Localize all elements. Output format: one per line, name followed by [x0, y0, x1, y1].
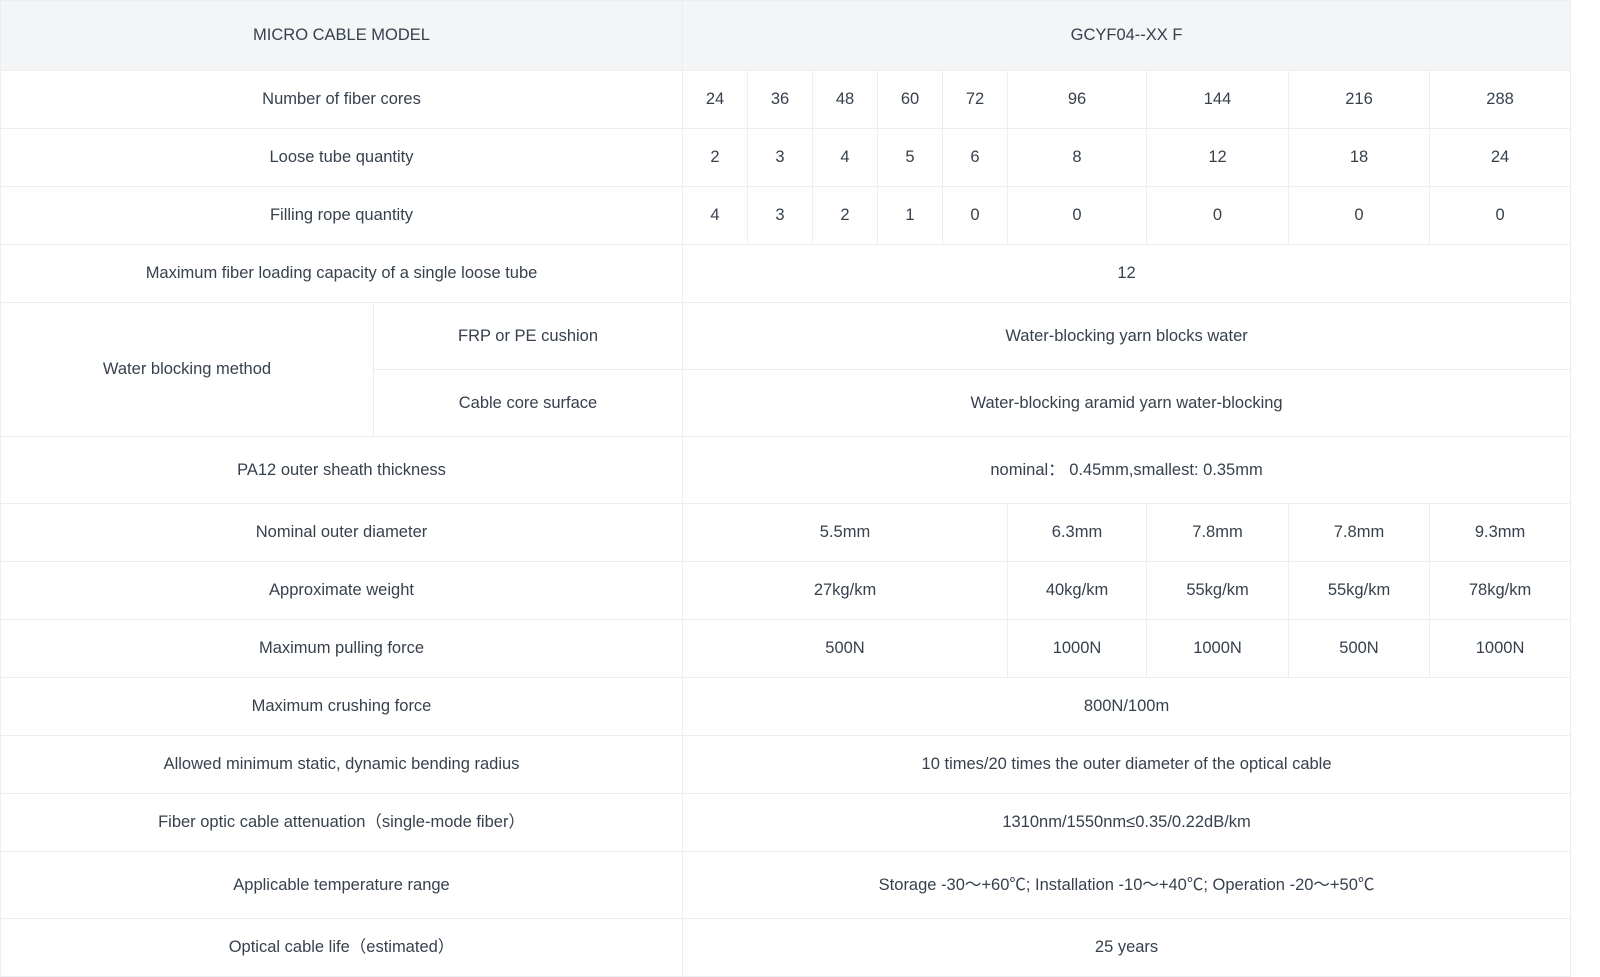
value-cell: nominal： 0.45mm,smallest: 0.35mm: [682, 436, 1572, 504]
value-cell: 500N: [1288, 619, 1431, 678]
value-cell: 6.3mm: [1007, 503, 1148, 562]
value-cell: 500N: [682, 619, 1009, 678]
value-cell: 1000N: [1429, 619, 1572, 678]
value-cell: 216: [1288, 70, 1431, 129]
water-blocking-method-label: Water blocking method: [0, 302, 374, 437]
row-label: Maximum fiber loading capacity of a sing…: [0, 244, 684, 303]
value-cell: 4: [682, 186, 749, 245]
value-cell: 24: [1429, 128, 1572, 187]
value-cell: 2: [682, 128, 749, 187]
row-max-crushing-force: Maximum crushing force 800N/100m: [0, 677, 1572, 736]
row-label: Number of fiber cores: [0, 70, 684, 129]
value-cell: 1: [877, 186, 944, 245]
row-max-fiber-loading-capacity: Maximum fiber loading capacity of a sing…: [0, 244, 1572, 303]
water-blocking-sub-label: FRP or PE cushion: [372, 302, 684, 370]
value-cell: 0: [1429, 186, 1572, 245]
value-cell: 4: [812, 128, 879, 187]
value-cell: 72: [942, 70, 1009, 129]
row-label: Optical cable life（estimated）: [0, 918, 684, 977]
value-cell: 18: [1288, 128, 1431, 187]
value-cell: 0: [942, 186, 1009, 245]
value-cell: 12: [1146, 128, 1290, 187]
table-header-row: MICRO CABLE MODEL GCYF04--XX F: [0, 0, 1572, 71]
row-filling-rope-quantity: Filling rope quantity 4 3 2 1 0 0 0 0 0: [0, 186, 1572, 245]
value-cell: 24: [682, 70, 749, 129]
value-cell: 5: [877, 128, 944, 187]
row-water-blocking-core-surface: Cable core surface Water-blocking aramid…: [1, 369, 1572, 437]
row-fiber-cores: Number of fiber cores 24 36 48 60 72 96 …: [0, 70, 1572, 129]
value-cell: 0: [1007, 186, 1148, 245]
row-label: PA12 outer sheath thickness: [0, 436, 684, 504]
value-cell: Water-blocking aramid yarn water-blockin…: [682, 369, 1572, 437]
value-cell: 25 years: [682, 918, 1572, 977]
value-cell: 10 times/20 times the outer diameter of …: [682, 735, 1572, 794]
value-cell: 9.3mm: [1429, 503, 1572, 562]
value-cell: 5.5mm: [682, 503, 1009, 562]
value-cell: 0: [1146, 186, 1290, 245]
value-cell: 40kg/km: [1007, 561, 1148, 620]
row-label: Filling rope quantity: [0, 186, 684, 245]
value-cell: 0: [1288, 186, 1431, 245]
row-approximate-weight: Approximate weight 27kg/km 40kg/km 55kg/…: [0, 561, 1572, 620]
value-cell: 1000N: [1146, 619, 1290, 678]
header-model-cell: GCYF04--XX F: [682, 0, 1572, 71]
value-cell: 7.8mm: [1146, 503, 1290, 562]
row-sheath-thickness: PA12 outer sheath thickness nominal： 0.4…: [0, 436, 1572, 504]
value-cell: 1310nm/1550nm≤0.35/0.22dB/km: [682, 793, 1572, 852]
header-title-cell: MICRO CABLE MODEL: [0, 0, 684, 71]
value-cell: 8: [1007, 128, 1148, 187]
value-cell: 36: [747, 70, 814, 129]
value-cell: 3: [747, 128, 814, 187]
row-cable-life: Optical cable life（estimated） 25 years: [0, 918, 1572, 977]
value-cell: 27kg/km: [682, 561, 1009, 620]
value-cell: 55kg/km: [1146, 561, 1290, 620]
value-cell: 7.8mm: [1288, 503, 1431, 562]
value-cell: 48: [812, 70, 879, 129]
value-cell: 800N/100m: [682, 677, 1572, 736]
row-label: Fiber optic cable attenuation（single-mod…: [0, 793, 684, 852]
value-cell: 3: [747, 186, 814, 245]
value-cell: Water-blocking yarn blocks water: [682, 302, 1572, 370]
row-label: Loose tube quantity: [0, 128, 684, 187]
value-cell: 1000N: [1007, 619, 1148, 678]
value-cell: Storage -30～+60℃; Installation -10～+40℃;…: [682, 851, 1572, 919]
row-loose-tube-quantity: Loose tube quantity 2 3 4 5 6 8 12 18 24: [0, 128, 1572, 187]
row-bending-radius: Allowed minimum static, dynamic bending …: [0, 735, 1572, 794]
row-max-pulling-force: Maximum pulling force 500N 1000N 1000N 5…: [0, 619, 1572, 678]
value-cell: 144: [1146, 70, 1290, 129]
value-cell: 96: [1007, 70, 1148, 129]
row-nominal-outer-diameter: Nominal outer diameter 5.5mm 6.3mm 7.8mm…: [0, 503, 1572, 562]
value-cell: 78kg/km: [1429, 561, 1572, 620]
value-cell: 2: [812, 186, 879, 245]
value-cell: 12: [682, 244, 1572, 303]
row-label: Maximum crushing force: [0, 677, 684, 736]
row-attenuation: Fiber optic cable attenuation（single-mod…: [0, 793, 1572, 852]
row-label: Nominal outer diameter: [0, 503, 684, 562]
value-cell: 55kg/km: [1288, 561, 1431, 620]
value-cell: 60: [877, 70, 944, 129]
row-label: Approximate weight: [0, 561, 684, 620]
value-cell: 6: [942, 128, 1009, 187]
row-label: Maximum pulling force: [0, 619, 684, 678]
water-blocking-sub-label: Cable core surface: [372, 369, 684, 437]
row-label: Allowed minimum static, dynamic bending …: [0, 735, 684, 794]
row-temperature-range: Applicable temperature range Storage -30…: [0, 851, 1572, 919]
row-label: Applicable temperature range: [0, 851, 684, 919]
value-cell: 288: [1429, 70, 1572, 129]
row-water-blocking-frp: Water blocking method FRP or PE cushion …: [0, 302, 1572, 437]
